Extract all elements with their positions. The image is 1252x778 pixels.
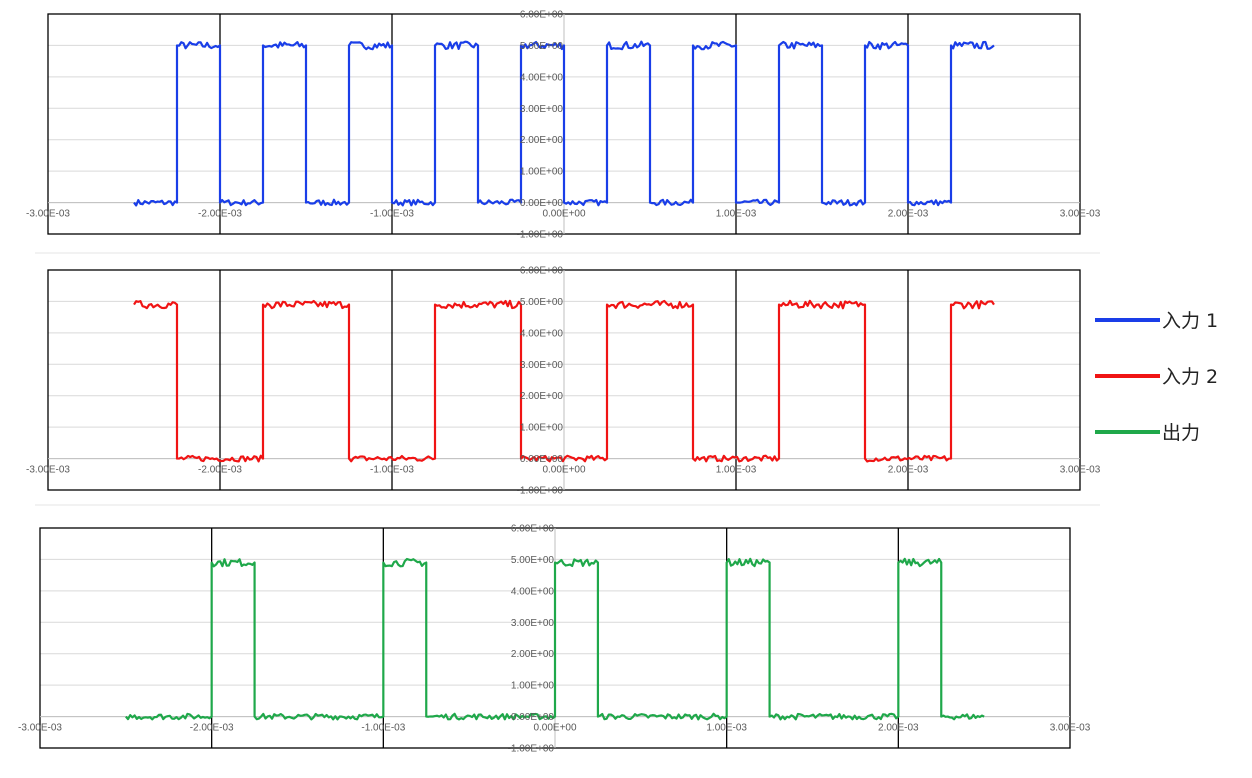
chart-input-1: -1.00E+00 0.00E+00 1.00E+00 2.00E+00 3.00E+0… xyxy=(26,10,1101,241)
y-tick-label: 0.00E+00 xyxy=(511,712,555,723)
x-tick-label: 2.00E-03 xyxy=(878,723,919,734)
legend: 入力 1 入力 2 出力 xyxy=(1095,310,1218,444)
x-tick-label: -1.00E-03 xyxy=(370,465,414,476)
y-tick-label: 0.00E+00 xyxy=(520,454,564,465)
x-tick-label: 0.00E+00 xyxy=(542,465,586,476)
y-tick-label: 3.00E+00 xyxy=(520,104,564,115)
x-tick-label: 2.00E-03 xyxy=(888,465,929,476)
y-tick-label: 6.00E+00 xyxy=(520,266,564,277)
y-tick-label: 1.00E+00 xyxy=(520,423,564,434)
legend-label: 出力 xyxy=(1162,422,1200,444)
x-tick-label: -3.00E-03 xyxy=(26,209,70,220)
x-tick-label: 1.00E-03 xyxy=(716,209,757,220)
legend-label: 入力 2 xyxy=(1162,366,1218,388)
x-tick-label: 1.00E-03 xyxy=(716,465,757,476)
y-tick-label: 5.00E+00 xyxy=(520,41,564,52)
x-tick-label: -2.00E-03 xyxy=(198,209,242,220)
y-tick-label: 6.00E+00 xyxy=(511,524,555,535)
y-tick-label: -1.00E+00 xyxy=(517,486,564,497)
legend-label: 入力 1 xyxy=(1162,310,1218,332)
x-tick-label: -2.00E-03 xyxy=(190,723,234,734)
y-tick-label: 5.00E+00 xyxy=(511,555,555,566)
x-tick-label: -2.00E-03 xyxy=(198,465,242,476)
chart-input-2: -1.00E+00 0.00E+00 1.00E+00 2.00E+00 3.00E+0… xyxy=(26,266,1101,497)
y-tick-label: -1.00E+00 xyxy=(508,744,555,755)
y-tick-label: 4.00E+00 xyxy=(520,328,564,339)
y-tick-label: 0.00E+00 xyxy=(520,198,564,209)
x-tick-label: -3.00E-03 xyxy=(26,465,70,476)
y-tick-label: 3.00E+00 xyxy=(520,360,564,371)
y-tick-label: -1.00E+00 xyxy=(517,230,564,241)
x-tick-label: -1.00E-03 xyxy=(370,209,414,220)
y-tick-label: 1.00E+00 xyxy=(520,167,564,178)
y-tick-label: 2.00E+00 xyxy=(520,391,564,402)
x-tick-label: 2.00E-03 xyxy=(888,209,929,220)
y-tick-label: 5.00E+00 xyxy=(520,297,564,308)
x-tick-label: 3.00E-03 xyxy=(1060,465,1101,476)
y-tick-label: 6.00E+00 xyxy=(520,10,564,21)
y-tick-label: 1.00E+00 xyxy=(511,681,555,692)
y-tick-label: 2.00E+00 xyxy=(520,135,564,146)
series-line xyxy=(133,299,995,463)
x-tick-label: 0.00E+00 xyxy=(533,723,577,734)
x-tick-label: -3.00E-03 xyxy=(18,723,62,734)
x-tick-label: 0.00E+00 xyxy=(542,209,586,220)
y-tick-label: 3.00E+00 xyxy=(511,618,555,629)
series-line xyxy=(125,557,985,721)
x-tick-label: -1.00E-03 xyxy=(361,723,405,734)
series-line xyxy=(133,40,995,207)
y-tick-label: 4.00E+00 xyxy=(511,586,555,597)
x-tick-label: 1.00E-03 xyxy=(706,723,747,734)
chart-output: -1.00E+00 0.00E+00 1.00E+00 2.00E+00 3.00E+0… xyxy=(18,524,1091,755)
x-tick-label: 3.00E-03 xyxy=(1060,209,1101,220)
x-tick-label: 3.00E-03 xyxy=(1050,723,1091,734)
y-tick-label: 4.00E+00 xyxy=(520,72,564,83)
y-tick-label: 2.00E+00 xyxy=(511,649,555,660)
